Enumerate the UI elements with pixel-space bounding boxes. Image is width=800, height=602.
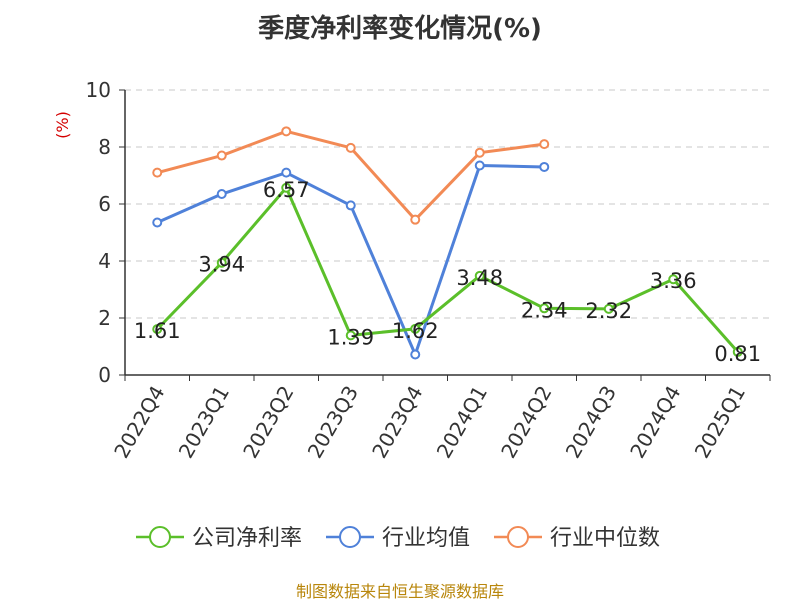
data-point — [668, 274, 679, 285]
x-tick-label: 2024Q2 — [496, 382, 556, 463]
x-tick-label: 2024Q4 — [625, 382, 685, 463]
x-tick-label: 2023Q3 — [303, 382, 363, 463]
data-point — [345, 142, 356, 153]
legend-swatch-marker — [507, 526, 529, 548]
x-tick-label: 2023Q4 — [367, 382, 427, 463]
data-point — [345, 330, 356, 341]
data-label: 1.61 — [134, 319, 181, 343]
series-layer — [152, 126, 743, 360]
data-point — [732, 346, 743, 357]
data-point — [539, 161, 550, 172]
legend-label: 行业中位数 — [550, 526, 660, 551]
y-axis-label: (%) — [53, 111, 72, 139]
legend-item: 公司净利率 — [136, 526, 302, 551]
x-tick-label: 2023Q1 — [174, 382, 234, 463]
data-label: 1.62 — [392, 319, 439, 343]
data-point — [539, 303, 550, 314]
x-tick-label: 2025Q1 — [690, 382, 750, 463]
data-point — [410, 349, 421, 360]
data-label: 0.81 — [714, 342, 761, 366]
x-tick-label: 2024Q1 — [432, 382, 492, 463]
y-tick-label: 6 — [98, 192, 111, 216]
data-point — [474, 147, 485, 158]
data-point — [152, 324, 163, 335]
data-point — [603, 303, 614, 314]
data-point — [281, 126, 292, 137]
legend-swatch-marker — [149, 526, 171, 548]
legend: 公司净利率 行业均值 行业中位数 — [136, 526, 660, 551]
data-label: 2.34 — [521, 298, 568, 322]
data-point — [474, 160, 485, 171]
y-tick-label: 10 — [86, 78, 111, 102]
data-point — [410, 323, 421, 334]
series-line — [156, 186, 739, 353]
y-tick-label: 4 — [98, 249, 111, 273]
x-tick-label: 2023Q2 — [238, 382, 298, 463]
data-label: 3.36 — [650, 269, 697, 293]
data-point — [281, 167, 292, 178]
data-label: 6.57 — [263, 178, 310, 202]
y-tick-label: 8 — [98, 135, 111, 159]
data-point — [410, 214, 421, 225]
source-note: 制图数据来自恒生聚源数据库 — [295, 582, 504, 601]
legend-label: 行业均值 — [382, 526, 470, 551]
data-point — [216, 189, 227, 200]
data-point — [216, 257, 227, 268]
data-label: 2.32 — [585, 299, 632, 323]
data-point — [216, 150, 227, 161]
legend-item: 行业均值 — [326, 526, 470, 551]
x-tick-label: 2022Q4 — [109, 382, 169, 463]
data-point — [281, 182, 292, 193]
data-point — [152, 217, 163, 228]
x-tick-label: 2024Q3 — [561, 382, 621, 463]
legend-label: 公司净利率 — [192, 526, 302, 551]
data-point — [474, 270, 485, 281]
data-point — [345, 200, 356, 211]
legend-item: 行业中位数 — [494, 526, 660, 551]
data-point — [539, 139, 550, 150]
legend-swatch-marker — [339, 526, 361, 548]
y-tick-label: 0 — [98, 363, 111, 387]
data-label: 3.94 — [198, 253, 245, 277]
data-label: 1.39 — [327, 325, 374, 349]
y-tick-label: 2 — [98, 306, 111, 330]
chart-title: 季度净利率变化情况(%) — [258, 14, 542, 44]
data-point — [152, 167, 163, 178]
data-label-layer: 1.61 3.94 6.57 1.39 1.62 3.48 2.34 2.32 3.36 0.81 — [134, 178, 761, 366]
data-label: 3.48 — [456, 266, 503, 290]
